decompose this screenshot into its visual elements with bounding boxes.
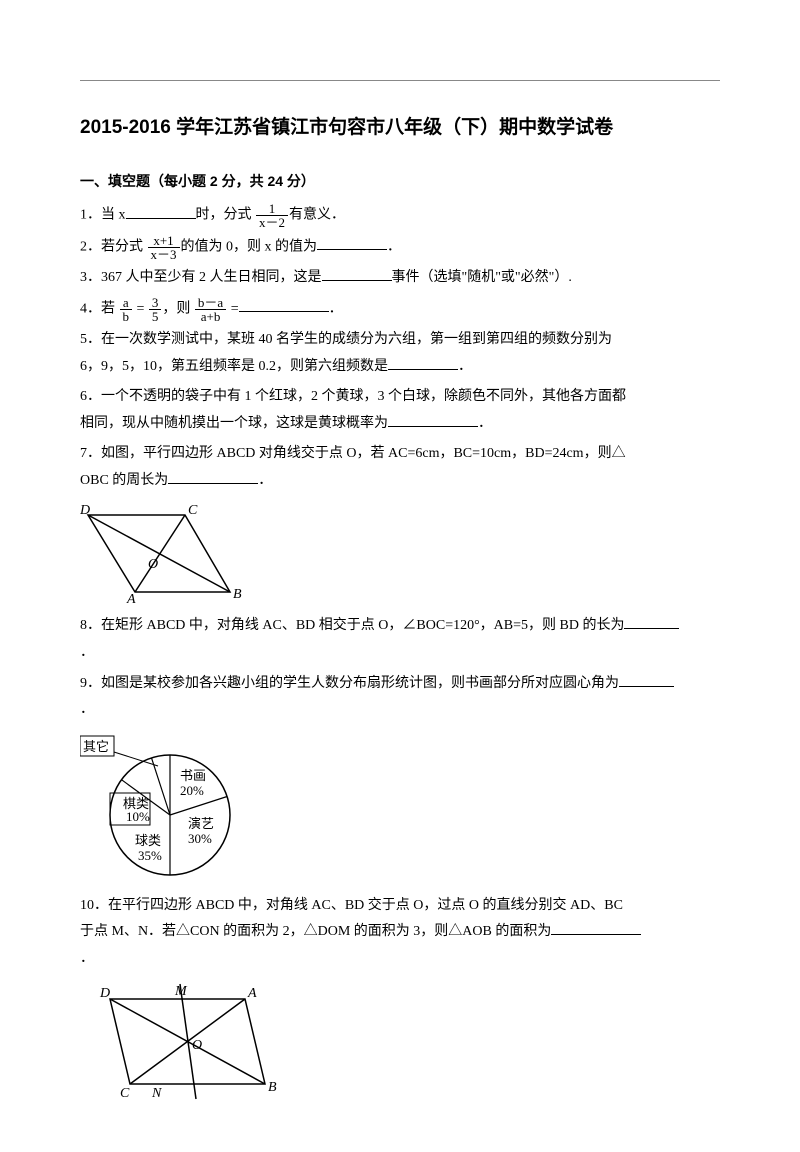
q9-prefix: 9．如图是某校参加各兴趣小组的学生人数分布扇形统计图，则书画部分所对应圆心角为 [80, 676, 619, 691]
exam-title: 2015-2016 学年江苏省镇江市句容市八年级（下）期中数学试卷 [80, 111, 720, 145]
q7-line2-prefix: OBC 的周长为 [80, 473, 168, 488]
q10-label-C: C [120, 1086, 130, 1101]
q2-mid: 的值为 0，则 x 的值为 [181, 239, 318, 254]
q6-line2-prefix: 相同，现从中随机摸出一个球，这球是黄球概率为 [80, 416, 388, 431]
question-4: 4．若 ab = 35，则 b－aa+b = ． [80, 296, 720, 323]
q3-blank [322, 267, 392, 281]
pie-shuhua-pct: 20% [180, 783, 204, 798]
q4-mid: ，则 [162, 301, 190, 316]
q1-fraction: 1 x－2 [256, 202, 288, 229]
q4-eq: = [137, 301, 145, 316]
q5-line1: 5．在一次数学测试中，某班 40 名学生的成绩分为六组，第一组到第四组的频数分别… [80, 327, 720, 354]
question-5: 5．在一次数学测试中，某班 40 名学生的成绩分为六组，第一组到第四组的频数分别… [80, 327, 720, 380]
top-rule [80, 80, 720, 81]
pie-yanyi: 演艺 [188, 816, 214, 831]
pie-qiulei: 球类 [135, 833, 161, 848]
q4-blank [239, 298, 329, 312]
q5-blank [388, 356, 458, 370]
question-9: 9．如图是某校参加各兴趣小组的学生人数分布扇形统计图，则书画部分所对应圆心角为 … [80, 671, 720, 724]
q1-blank [126, 205, 196, 219]
q5-line2-prefix: 6，9，5，10，第五组频率是 0.2，则第六组频数是 [80, 359, 388, 374]
q6-line1: 6．一个不透明的袋子中有 1 个红球，2 个黄球，3 个白球，除颜色不同外，其他… [80, 384, 720, 411]
question-10: 10．在平行四边形 ABCD 中，对角线 AC、BD 交于点 O，过点 O 的直… [80, 893, 720, 973]
q10-label-B: B [268, 1080, 277, 1095]
q7-figure: D C A B O [80, 500, 720, 605]
q4-eq2: = [231, 301, 239, 316]
q7-line1: 7．如图，平行四边形 ABCD 对角线交于点 O，若 AC=6cm，BC=10c… [80, 441, 720, 468]
q7-label-C: C [188, 503, 198, 518]
question-7: 7．如图，平行四边形 ABCD 对角线交于点 O，若 AC=6cm，BC=10c… [80, 441, 720, 494]
q10-label-A: A [247, 986, 257, 1001]
q10-label-M: M [174, 984, 188, 999]
pie-other: 其它 [83, 739, 109, 754]
q7-label-D: D [80, 503, 90, 518]
q10-label-O: O [192, 1038, 202, 1053]
section-1-header: 一、填空题（每小题 2 分，共 24 分） [80, 169, 720, 194]
question-8: 8．在矩形 ABCD 中，对角线 AC、BD 相交于点 O，∠BOC=120°，… [80, 613, 720, 666]
q8-blank [624, 615, 679, 629]
q9-suffix: ． [80, 697, 720, 724]
q2-fraction: x+1 x－3 [148, 234, 180, 261]
q2-prefix: 2．若分式 [80, 239, 143, 254]
q7-label-A: A [126, 592, 136, 605]
pie-qilei-pct: 10% [126, 809, 150, 824]
q1-prefix: 1．当 x [80, 208, 126, 223]
q6-blank [388, 413, 478, 427]
question-1: 1．当 x 时，分式 1 x－2 有意义． [80, 202, 720, 229]
q4-prefix: 4．若 [80, 301, 115, 316]
q7-label-O: O [148, 557, 158, 572]
q8-prefix: 8．在矩形 ABCD 中，对角线 AC、BD 相交于点 O，∠BOC=120°，… [80, 618, 624, 633]
q10-line2-suffix: ． [80, 946, 720, 973]
q2-suffix: ． [387, 239, 401, 254]
pie-shuhua: 书画 [180, 768, 206, 783]
q4-f3: b－aa+b [195, 296, 226, 323]
q4-f1: ab [120, 296, 133, 323]
q3-prefix: 3．367 人中至少有 2 人生日相同，这是 [80, 270, 322, 285]
pie-yanyi-pct: 30% [188, 831, 212, 846]
q7-line2-suffix: ． [258, 473, 272, 488]
q10-line1: 10．在平行四边形 ABCD 中，对角线 AC、BD 交于点 O，过点 O 的直… [80, 893, 720, 920]
q4-suffix: ． [329, 301, 343, 316]
q6-line2-suffix: ． [478, 416, 492, 431]
q9-pie-figure: 书画 20% 演艺 30% 球类 35% 棋类 10% 其它 [80, 730, 280, 885]
pie-qiulei-pct: 35% [138, 848, 162, 863]
q10-line2-prefix: 于点 M、N．若△CON 的面积为 2，△DOM 的面积为 3，则△AOB 的面… [80, 924, 551, 939]
q10-figure: D M A C N B O [80, 979, 720, 1104]
q8-suffix: ． [80, 640, 720, 667]
q4-f2: 35 [149, 296, 162, 323]
q5-line2-suffix: ． [458, 359, 472, 374]
q10-label-D: D [99, 986, 110, 1001]
q1-mid: 时，分式 [196, 208, 252, 223]
q10-blank [551, 921, 641, 935]
q1-suffix: 有意义． [289, 208, 345, 223]
question-6: 6．一个不透明的袋子中有 1 个红球，2 个黄球，3 个白球，除颜色不同外，其他… [80, 384, 720, 437]
q10-label-N: N [151, 1086, 162, 1101]
q2-blank [317, 236, 387, 250]
question-3: 3．367 人中至少有 2 人生日相同，这是 事件（选填"随机"或"必然"）. [80, 265, 720, 292]
q7-label-B: B [233, 587, 242, 602]
q7-blank [168, 470, 258, 484]
q9-blank [619, 673, 674, 687]
question-2: 2．若分式 x+1 x－3 的值为 0，则 x 的值为 ． [80, 234, 720, 261]
q3-suffix: 事件（选填"随机"或"必然"）. [392, 270, 572, 285]
